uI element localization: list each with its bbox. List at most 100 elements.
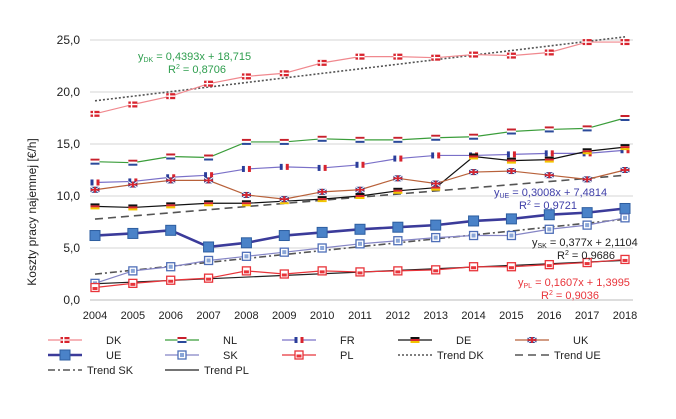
legend-label: PL [340, 350, 353, 362]
data-point-ue [203, 241, 215, 253]
data-point-ue [165, 224, 177, 236]
legend-item-nl: NL [165, 335, 237, 347]
data-point-fr [317, 164, 327, 171]
data-point-nl [506, 128, 516, 135]
legend-label: Trend SK [87, 365, 134, 377]
x-tick-label: 2016 [537, 310, 561, 322]
y-tick-label: 20,0 [57, 85, 81, 99]
equation-label-dk: yDK = 0,4393x + 18,715 [138, 51, 251, 64]
data-point-de [506, 157, 516, 164]
data-point-fr [620, 147, 630, 154]
y-tick-label: 5,0 [63, 241, 80, 255]
data-point-dk [544, 49, 554, 56]
data-point-ue [392, 221, 404, 233]
data-point-dk [279, 70, 289, 77]
data-point-dk [469, 51, 479, 58]
data-point-nl [469, 133, 479, 140]
data-point-sk [506, 230, 517, 241]
data-point-ue [354, 223, 366, 235]
data-point-ue [89, 230, 101, 242]
legend-label: DK [106, 335, 122, 347]
data-point-sk [468, 230, 479, 241]
data-point-fr [544, 150, 554, 157]
data-point-pl [128, 278, 138, 289]
data-point-fr [393, 155, 403, 162]
data-point-pl [279, 269, 289, 279]
data-point-uk [582, 175, 592, 183]
equation-label-sk: ySK = 0,377x + 2,1104 [532, 237, 638, 250]
data-point-sk [582, 220, 592, 230]
x-tick-label: 2005 [121, 310, 145, 322]
data-point-ue [127, 227, 139, 239]
data-point-sk [317, 243, 327, 253]
data-point-pl [203, 273, 214, 283]
legend-label: UE [106, 350, 121, 362]
data-point-sk [241, 251, 252, 261]
x-tick-label: 2006 [158, 310, 182, 322]
x-tick-label: 2015 [499, 310, 523, 322]
data-point-ue [240, 237, 252, 249]
legend-marker [410, 337, 420, 343]
data-point-pl [468, 262, 479, 272]
legend-label: Trend DK [437, 350, 484, 362]
legend-item-pl: PL [282, 350, 353, 362]
data-point-nl [241, 138, 251, 145]
data-point-uk [317, 188, 327, 196]
data-point-pl [393, 266, 403, 276]
data-point-pl [355, 267, 365, 277]
x-tick-label: 2009 [272, 310, 296, 322]
data-point-nl [204, 154, 214, 161]
data-point-pl [241, 266, 252, 276]
series-sk [90, 213, 630, 289]
data-point-dk [317, 59, 327, 66]
data-point-sk [544, 224, 554, 234]
data-point-pl [317, 266, 327, 276]
data-point-de [582, 148, 592, 155]
data-point-nl [620, 115, 630, 121]
data-point-uk [128, 181, 138, 188]
data-point-dk [90, 110, 100, 117]
data-point-dk [393, 53, 403, 60]
legend-item-trend-pl: Trend PL [165, 365, 249, 377]
data-point-fr [355, 161, 365, 168]
x-tick-label: 2008 [234, 310, 258, 322]
data-point-dk [620, 39, 630, 46]
legend-item-trend-sk: Trend SK [48, 365, 134, 377]
data-point-uk [203, 176, 214, 184]
data-point-uk [506, 167, 517, 175]
data-point-pl [506, 262, 517, 272]
series-nl [90, 115, 630, 166]
x-tick-label: 2018 [613, 310, 637, 322]
y-tick-label: 0,0 [63, 293, 80, 307]
data-point-dk [355, 53, 365, 60]
legend-item-trend-ue: Trend UE [515, 350, 601, 362]
y-tick-label: 15,0 [57, 137, 81, 151]
legend-label: Trend UE [554, 350, 601, 362]
r-squared-label-pl: R2 = 0,9036 [541, 290, 599, 302]
axis-layer: 0,0 5,0 10,0 15,0 20,0 25,0 2004 2005 2006 2007 20… [57, 33, 638, 322]
r-squared-label-sk: R2 = 0,9686 [557, 250, 615, 262]
y-tick-label: 25,0 [57, 33, 81, 47]
data-point-nl [317, 135, 327, 142]
legend-marker [527, 336, 537, 344]
data-point-uk [544, 171, 555, 179]
legend-item-dk: DK [48, 335, 122, 347]
data-point-uk [620, 166, 630, 174]
data-point-de [355, 193, 365, 199]
series-ue [89, 202, 631, 253]
data-point-sk [279, 247, 289, 257]
data-point-pl [90, 282, 100, 293]
data-point-dk [166, 93, 176, 100]
data-point-de [90, 203, 100, 210]
data-point-de [166, 202, 176, 209]
data-point-ue [468, 215, 480, 227]
r-squared-label-ue: R2 = 0,9721 [519, 200, 577, 212]
data-point-ue [316, 226, 328, 238]
data-point-pl [620, 254, 630, 265]
data-point-nl [128, 159, 138, 166]
data-point-ue [278, 230, 290, 242]
data-point-nl [90, 158, 100, 165]
x-tick-label: 2012 [386, 310, 410, 322]
